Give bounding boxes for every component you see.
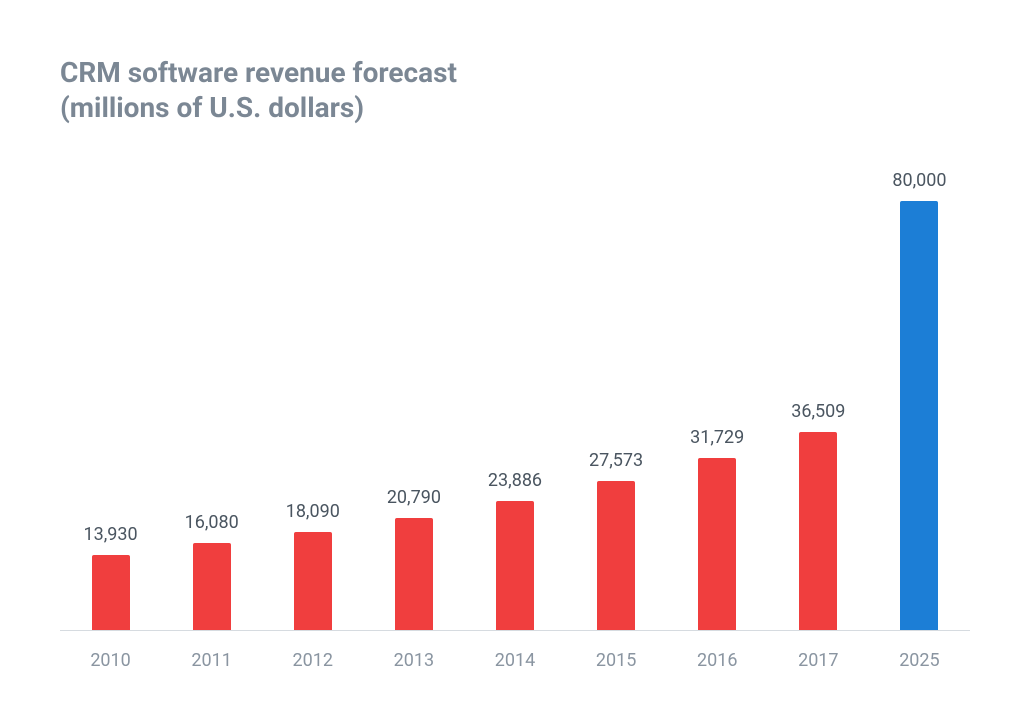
plot-area: 13,930 16,080 18,090 20,790 23,886 27,573 31,7… (60, 170, 970, 631)
chart-container: CRM software revenue forecast (millions … (0, 0, 1024, 720)
x-axis-label: 2015 (596, 632, 636, 671)
x-axis-label: 2025 (899, 632, 939, 671)
bar (496, 501, 534, 630)
bar-value-label: 27,573 (589, 450, 643, 471)
bar-slot: 18,090 (262, 170, 363, 630)
bar-value-label: 36,509 (791, 401, 845, 422)
x-axis-label: 2013 (394, 632, 434, 671)
bar-value-label: 80,000 (892, 170, 946, 191)
bar-value-label: 18,090 (286, 501, 340, 522)
bar-value-label: 13,930 (83, 524, 137, 545)
bar (92, 555, 130, 630)
bar-value-label: 31,729 (690, 427, 744, 448)
x-label-slot: 2016 (667, 632, 768, 671)
bar-slot: 16,080 (161, 170, 262, 630)
bar-slot: 31,729 (667, 170, 768, 630)
bar (193, 543, 231, 630)
x-label-slot: 2025 (869, 632, 970, 671)
chart-title: CRM software revenue forecast (millions … (60, 55, 457, 125)
bar-slot: 36,509 (768, 170, 869, 630)
bar (799, 432, 837, 630)
bar (395, 518, 433, 631)
bar-slot: 20,790 (363, 170, 464, 630)
x-axis-labels: 2010 2011 2012 2013 2014 2015 2016 2017 2025 (60, 632, 970, 671)
x-axis-label: 2011 (191, 632, 231, 671)
bar-value-label: 20,790 (387, 487, 441, 508)
x-axis-label: 2017 (798, 632, 838, 671)
bar-value-label: 16,080 (185, 512, 239, 533)
bar (597, 481, 635, 630)
x-label-slot: 2011 (161, 632, 262, 671)
bar-slot: 80,000 (869, 170, 970, 630)
x-label-slot: 2013 (363, 632, 464, 671)
bar-slot: 23,886 (464, 170, 565, 630)
bar (698, 458, 736, 630)
x-axis-label: 2016 (697, 632, 737, 671)
bars-group: 13,930 16,080 18,090 20,790 23,886 27,573 31,7… (60, 170, 970, 630)
x-label-slot: 2017 (768, 632, 869, 671)
bar-slot: 27,573 (566, 170, 667, 630)
x-label-slot: 2012 (262, 632, 363, 671)
x-label-slot: 2015 (566, 632, 667, 671)
bar-value-label: 23,886 (488, 470, 542, 491)
x-axis-label: 2014 (495, 632, 535, 671)
x-axis-label: 2012 (293, 632, 333, 671)
x-axis-label: 2010 (90, 632, 130, 671)
bar (900, 201, 938, 630)
x-label-slot: 2010 (60, 632, 161, 671)
bar (294, 532, 332, 630)
bar-slot: 13,930 (60, 170, 161, 630)
x-label-slot: 2014 (464, 632, 565, 671)
